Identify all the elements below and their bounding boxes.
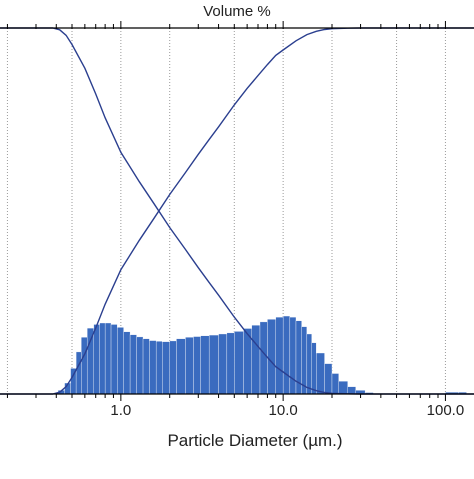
chart-title: Volume % — [203, 3, 271, 20]
distribution-bar — [156, 341, 162, 394]
distribution-bar — [307, 334, 312, 394]
distribution-bar — [111, 324, 117, 394]
distribution-bar — [176, 339, 185, 394]
distribution-bar — [162, 342, 169, 394]
distribution-bar — [87, 328, 94, 394]
distribution-bar — [316, 353, 324, 394]
distribution-bar — [312, 343, 317, 394]
distribution-bar — [81, 337, 87, 394]
distribution-bar — [302, 327, 307, 394]
distribution-bar — [100, 323, 105, 394]
distribution-bar — [267, 319, 275, 394]
distribution-bar — [332, 374, 339, 394]
x-tick-label: 10.0 — [269, 402, 298, 419]
distribution-bar — [117, 327, 123, 394]
distribution-bar — [260, 322, 267, 394]
distribution-bar — [339, 381, 348, 394]
distribution-bars — [58, 316, 467, 394]
x-tick-label: 100.0 — [427, 402, 465, 419]
distribution-bar — [201, 336, 210, 394]
distribution-bar — [143, 339, 149, 394]
distribution-bar — [283, 316, 290, 394]
distribution-bar — [234, 331, 243, 394]
distribution-bar — [219, 334, 227, 394]
distribution-bar — [94, 324, 100, 394]
distribution-bar — [252, 325, 260, 394]
distribution-bar — [276, 317, 283, 394]
distribution-bar — [209, 335, 218, 394]
distribution-bar — [227, 333, 234, 394]
distribution-bar — [149, 341, 156, 394]
distribution-bar — [105, 323, 111, 394]
distribution-bar — [124, 332, 130, 394]
distribution-bar — [290, 317, 296, 394]
distribution-bar — [348, 387, 356, 394]
x-axis-label: Particle Diameter (µm.) — [167, 431, 342, 450]
x-tick-label: 1.0 — [110, 402, 131, 419]
distribution-bar — [137, 337, 143, 394]
distribution-bar — [185, 337, 193, 394]
distribution-bar — [130, 335, 136, 394]
distribution-bar — [170, 341, 177, 394]
distribution-bar — [325, 364, 332, 394]
distribution-bar — [193, 337, 200, 394]
distribution-bar — [76, 352, 81, 394]
